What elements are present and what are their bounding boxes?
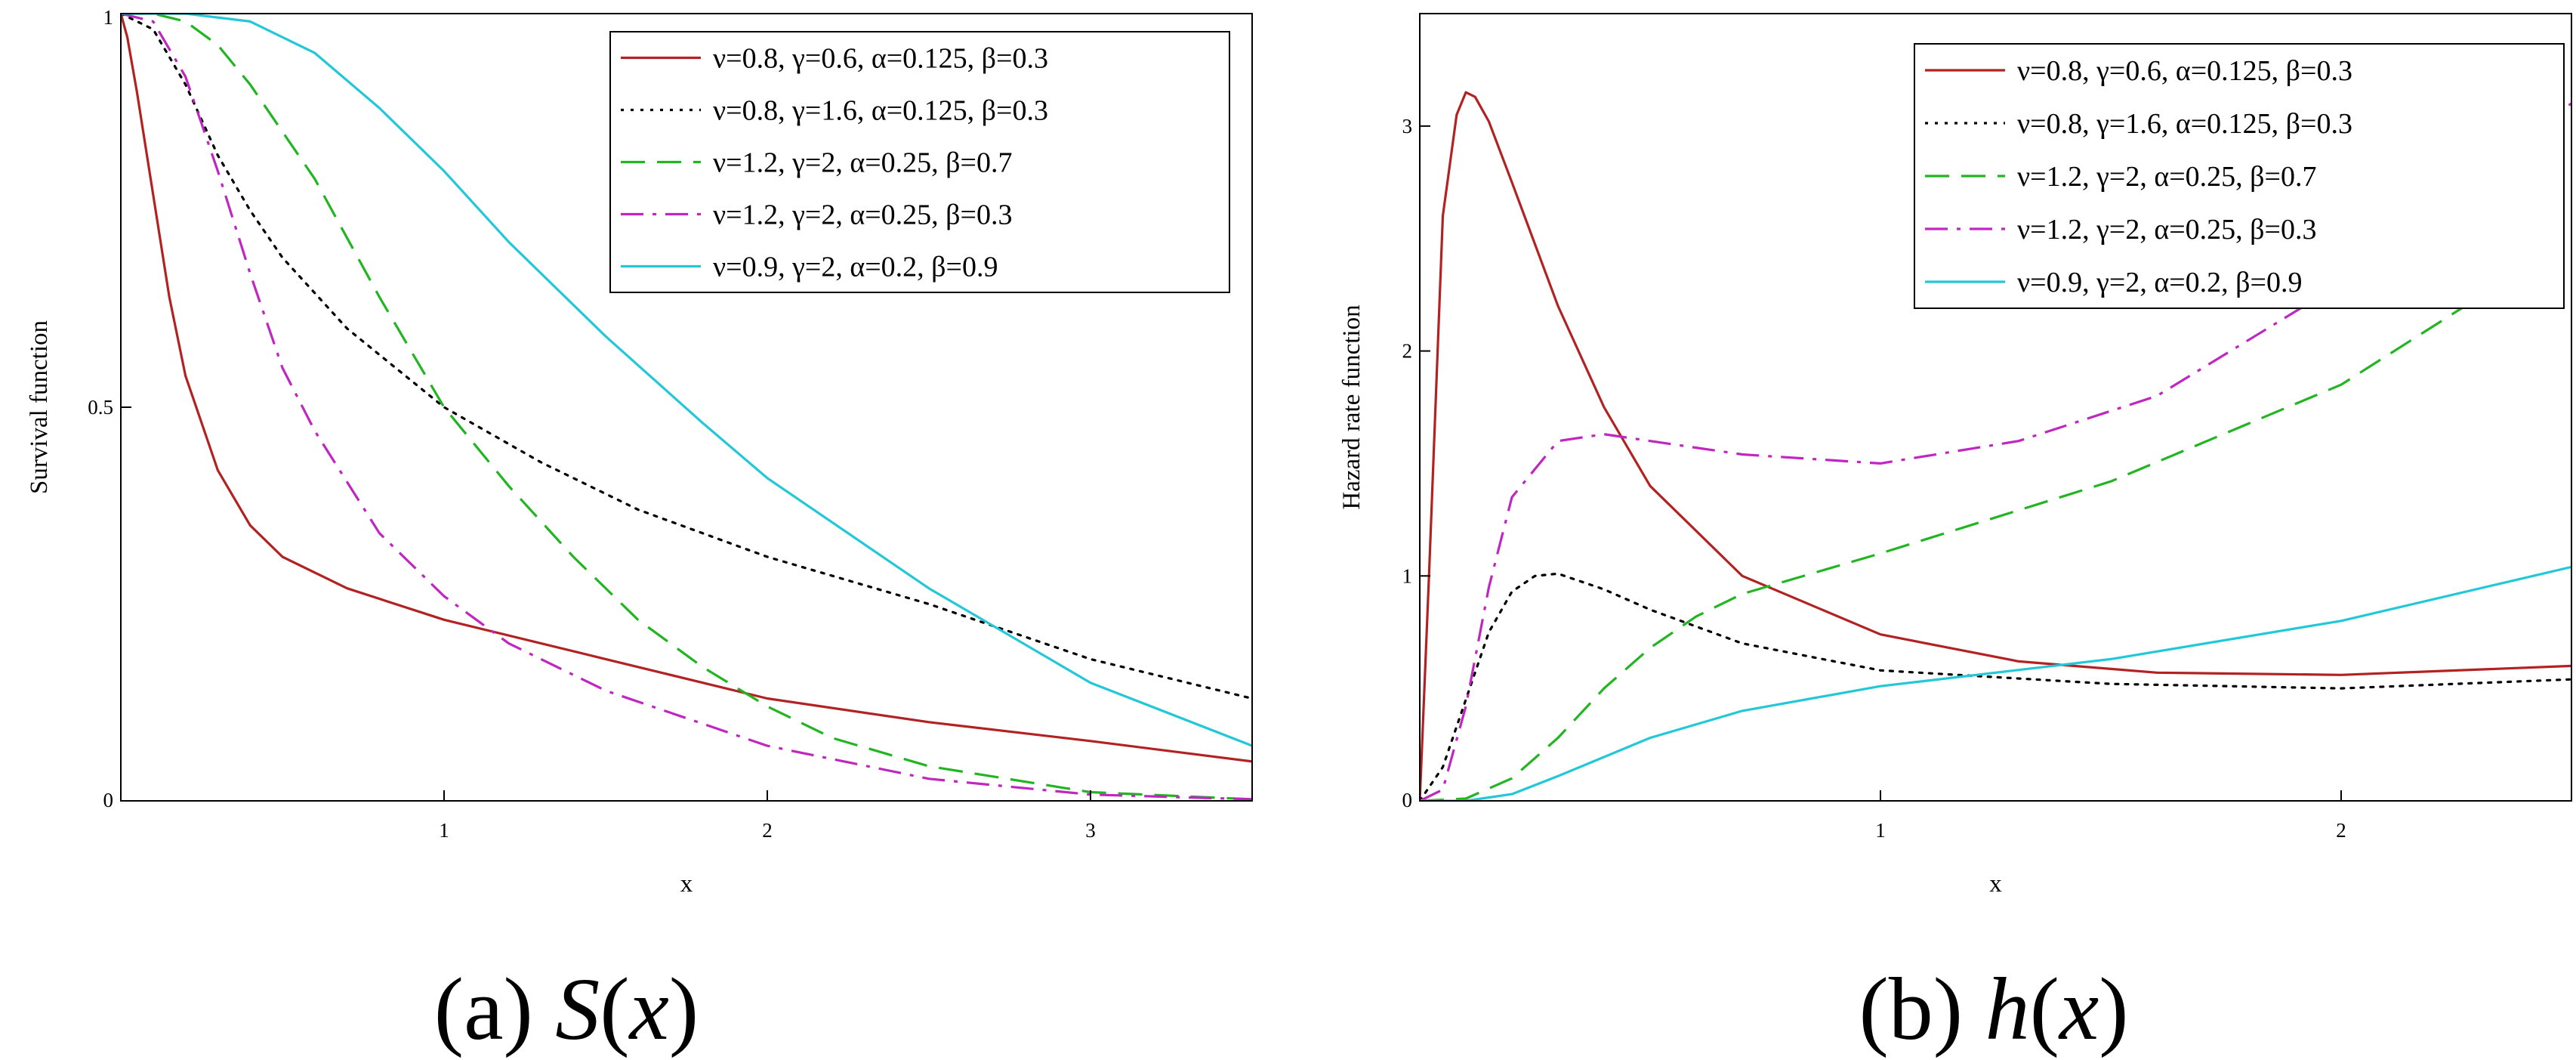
series-line-3	[1420, 237, 2571, 801]
series-line-3	[121, 14, 1252, 801]
legend-entry-label: ν=1.2, γ=2, α=0.25, β=0.7	[713, 147, 1012, 179]
y-axis-label: Survival function	[26, 320, 53, 494]
plot-frame	[1419, 13, 2572, 802]
legend-entry-label: ν=0.8, γ=0.6, α=0.125, β=0.3	[2017, 55, 2352, 87]
x-tick-label: 1	[439, 819, 449, 842]
series-line-5	[1420, 565, 2571, 801]
series-line-5	[121, 14, 1252, 747]
series-line-1	[121, 14, 1252, 763]
y-axis-label: Hazard rate function	[1338, 304, 1365, 509]
y-tick-label: 1	[103, 6, 114, 29]
caption-b: (b) h(x)	[1859, 960, 2128, 1058]
legend-entry-label: ν=0.8, γ=0.6, α=0.125, β=0.3	[713, 43, 1048, 75]
legend-entry-label: ν=0.9, γ=2, α=0.2, β=0.9	[713, 252, 998, 283]
hazard-rate-function-chart: 1 2 0 1 2 3 x Hazard rate function ν=0.8, γ=0.6,…	[1338, 13, 2572, 898]
x-axis-label: x	[680, 870, 693, 898]
y-tick-label: 1	[1402, 564, 1413, 587]
series-group	[121, 14, 1252, 801]
legend-box	[1914, 43, 2565, 309]
y-tick-label: 3	[1402, 115, 1413, 138]
x-tick-label: 2	[762, 819, 773, 842]
legend-entry-label: ν=1.2, γ=2, α=0.25, β=0.7	[2017, 161, 2316, 193]
legend-entry-label: ν=0.8, γ=1.6, α=0.125, β=0.3	[713, 95, 1048, 127]
series-line-4	[1420, 102, 2571, 801]
y-tick-label: 0.5	[88, 396, 113, 419]
legend-box	[609, 31, 1230, 293]
x-axis-label: x	[1989, 870, 2002, 898]
y-tick-label: 2	[1402, 340, 1413, 363]
survival-function-chart: 1 2 3 0 0.5 1 x Survival function ν=0.8, γ=0.6, …	[26, 6, 1253, 898]
y-tick-label: 0	[1402, 789, 1413, 811]
x-tick-label: 1	[1875, 819, 1886, 842]
legend-entry-label: ν=0.9, γ=2, α=0.2, β=0.9	[2017, 267, 2302, 298]
legend: ν=0.8, γ=0.6, α=0.125, β=0.3 ν=0.8, γ=1.6…	[609, 31, 1230, 293]
x-tick-label: 2	[2336, 819, 2346, 842]
series-line-2	[1420, 572, 2571, 801]
series-group	[1420, 91, 2571, 801]
legend-entry-label: ν=1.2, γ=2, α=0.25, β=0.3	[713, 199, 1012, 231]
y-tick-label: 0	[103, 789, 114, 811]
caption-a: (a) S(x)	[434, 960, 699, 1058]
legend-entry-label: ν=0.8, γ=1.6, α=0.125, β=0.3	[2017, 108, 2352, 140]
legend-entry-label: ν=1.2, γ=2, α=0.25, β=0.3	[2017, 214, 2316, 246]
x-tick-label: 3	[1085, 819, 1096, 842]
legend: ν=0.8, γ=0.6, α=0.125, β=0.3 ν=0.8, γ=1.6…	[1914, 43, 2565, 309]
series-line-4	[121, 14, 1252, 801]
